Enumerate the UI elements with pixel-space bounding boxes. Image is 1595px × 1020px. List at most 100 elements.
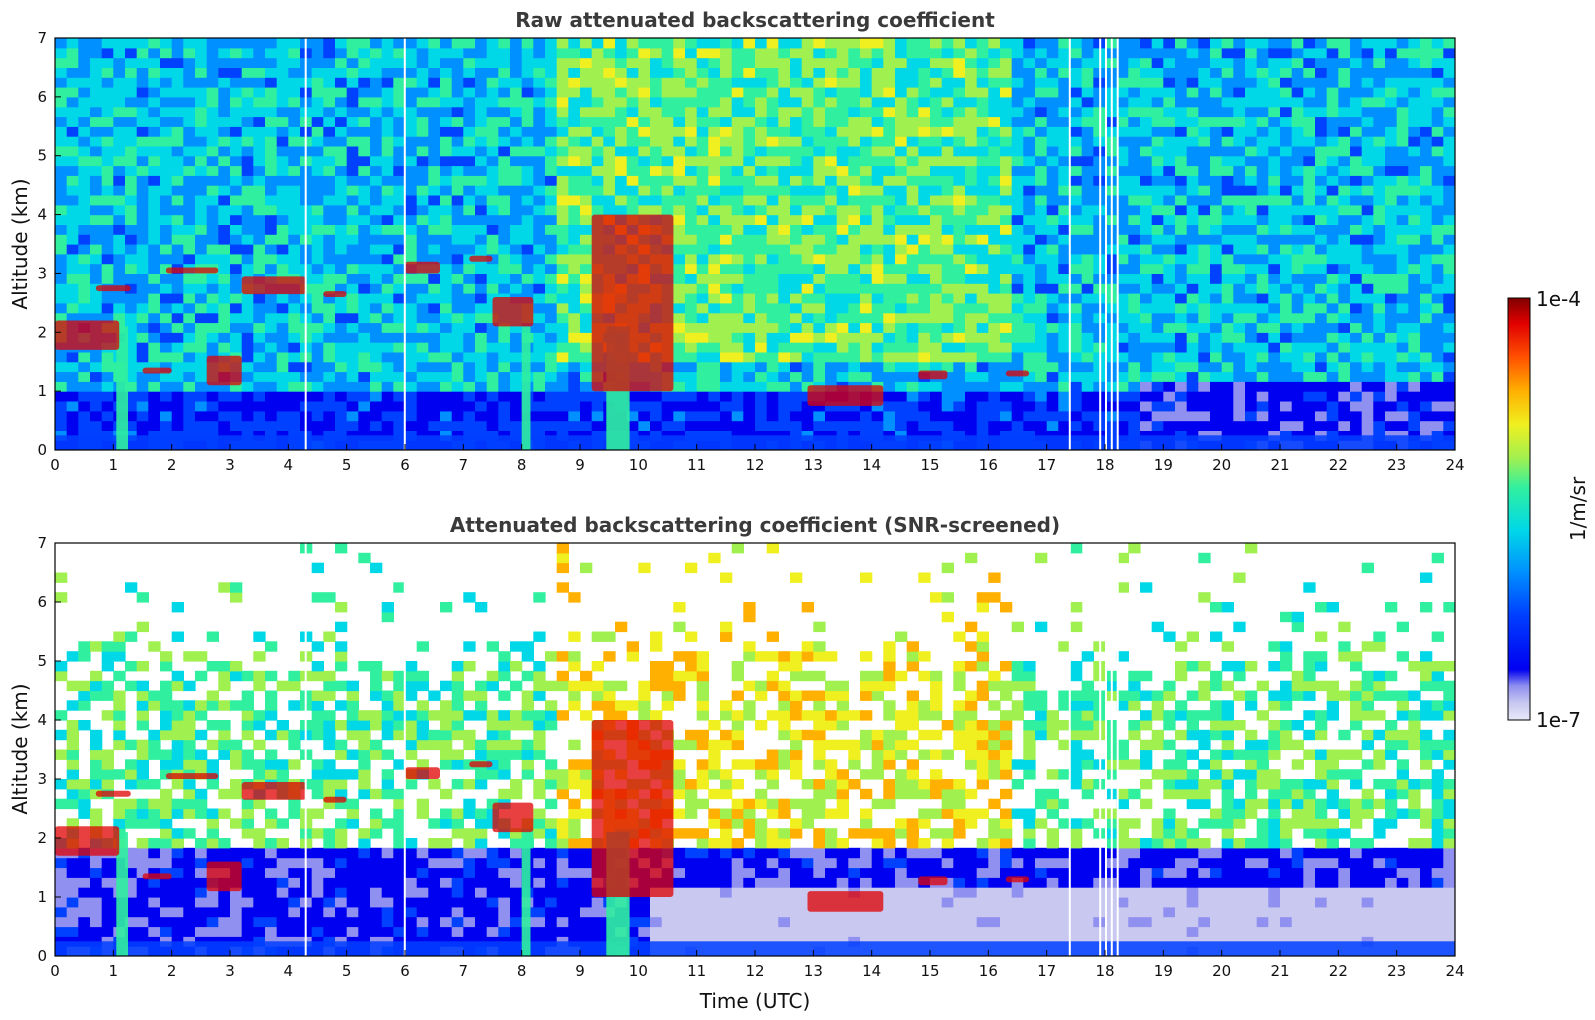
heat-cell xyxy=(90,391,103,402)
heat-cell xyxy=(1035,136,1048,147)
heat-cell xyxy=(1140,224,1153,235)
heat-cell xyxy=(1023,351,1036,363)
heat-cell xyxy=(1233,136,1246,147)
heat-cell xyxy=(953,67,966,78)
heat-cell xyxy=(1350,391,1363,402)
heat-cell xyxy=(591,410,604,422)
heat-cell xyxy=(253,332,266,343)
heat-cell xyxy=(101,351,114,363)
heat-cell xyxy=(358,126,371,137)
heat-cell xyxy=(731,38,744,49)
heat-cell xyxy=(1175,106,1188,118)
heat-cell xyxy=(1163,322,1176,333)
heat-cell xyxy=(1163,361,1176,373)
heat-cell xyxy=(533,185,546,196)
heat-cell xyxy=(1070,420,1083,431)
heat-cell xyxy=(1431,126,1444,137)
heat-cell xyxy=(1175,175,1188,186)
heat-cell xyxy=(1116,302,1129,314)
heat-cell xyxy=(1256,410,1269,422)
heat-cell xyxy=(965,67,978,78)
heat-cell xyxy=(113,263,126,274)
heat-cell xyxy=(335,204,348,216)
heat-cell xyxy=(580,253,593,265)
heat-cell xyxy=(1420,96,1433,108)
heat-cell xyxy=(906,351,919,363)
heat-cell xyxy=(253,361,266,373)
heat-cell xyxy=(183,391,196,402)
heat-cell xyxy=(848,342,861,353)
heat-cell xyxy=(276,234,289,245)
heat-cell xyxy=(66,371,79,382)
heat-cell xyxy=(171,273,184,284)
heat-cell xyxy=(556,145,569,157)
heat-cell xyxy=(696,410,709,422)
heat-cell xyxy=(1221,87,1234,98)
heat-cell xyxy=(778,126,791,137)
heat-cell xyxy=(883,155,896,167)
heat-cell xyxy=(218,410,231,422)
heat-cell xyxy=(195,136,208,147)
heat-cell xyxy=(218,420,231,431)
heat-cell xyxy=(720,155,733,167)
heat-cell xyxy=(603,77,616,88)
heat-cell xyxy=(241,224,254,235)
heat-cell xyxy=(393,67,406,78)
heat-cell xyxy=(1408,116,1421,127)
heat-cell xyxy=(1140,57,1153,68)
heat-cell xyxy=(288,126,301,137)
heat-cell xyxy=(1116,136,1129,147)
heat-cell xyxy=(1245,116,1258,127)
heat-cell xyxy=(731,126,744,137)
heat-cell xyxy=(370,234,383,245)
heat-cell xyxy=(1070,371,1083,382)
heat-cell xyxy=(1046,401,1059,412)
heat-cell xyxy=(580,263,593,274)
heat-cell xyxy=(1140,253,1153,265)
heat-cell xyxy=(1233,371,1246,382)
heat-cell xyxy=(1315,244,1328,255)
heat-cell xyxy=(836,293,849,304)
heat-cell xyxy=(685,332,698,343)
heat-cell xyxy=(498,195,511,206)
heat-cell xyxy=(381,332,394,343)
heat-cell xyxy=(463,361,476,373)
heat-cell xyxy=(801,47,814,59)
heat-cell xyxy=(195,195,208,206)
heat-cell xyxy=(1303,371,1316,382)
heat-cell xyxy=(801,204,814,216)
heat-cell xyxy=(603,67,616,78)
heat-cell xyxy=(486,116,499,127)
heat-cell xyxy=(90,253,103,265)
heat-cell xyxy=(801,165,814,176)
heat-cell xyxy=(813,273,826,284)
heat-cell xyxy=(55,253,68,265)
heat-cell xyxy=(755,351,768,363)
heat-cell xyxy=(720,185,733,196)
heat-cell xyxy=(475,155,488,167)
heat-cell xyxy=(148,126,161,137)
heat-cell xyxy=(1303,342,1316,353)
heat-cell xyxy=(1291,116,1304,127)
heat-cell xyxy=(685,165,698,176)
heat-cell xyxy=(451,214,464,225)
heat-cell xyxy=(463,38,476,49)
heat-cell xyxy=(1396,293,1409,304)
heat-cell xyxy=(941,38,954,49)
heat-cell xyxy=(405,155,418,167)
heat-cell xyxy=(475,302,488,314)
heat-cell xyxy=(55,234,68,245)
heat-cell xyxy=(708,420,721,431)
heat-cell xyxy=(766,204,779,216)
heat-cell xyxy=(66,244,79,255)
heat-cell xyxy=(615,96,628,108)
heat-cell xyxy=(253,155,266,167)
heat-cell xyxy=(626,185,639,196)
heat-cell xyxy=(1431,322,1444,333)
heat-cell xyxy=(136,273,149,284)
heat-cell xyxy=(195,342,208,353)
heat-cell xyxy=(941,253,954,265)
heat-cell xyxy=(1408,57,1421,68)
heat-cell xyxy=(1000,224,1013,235)
heat-cell xyxy=(568,351,581,363)
